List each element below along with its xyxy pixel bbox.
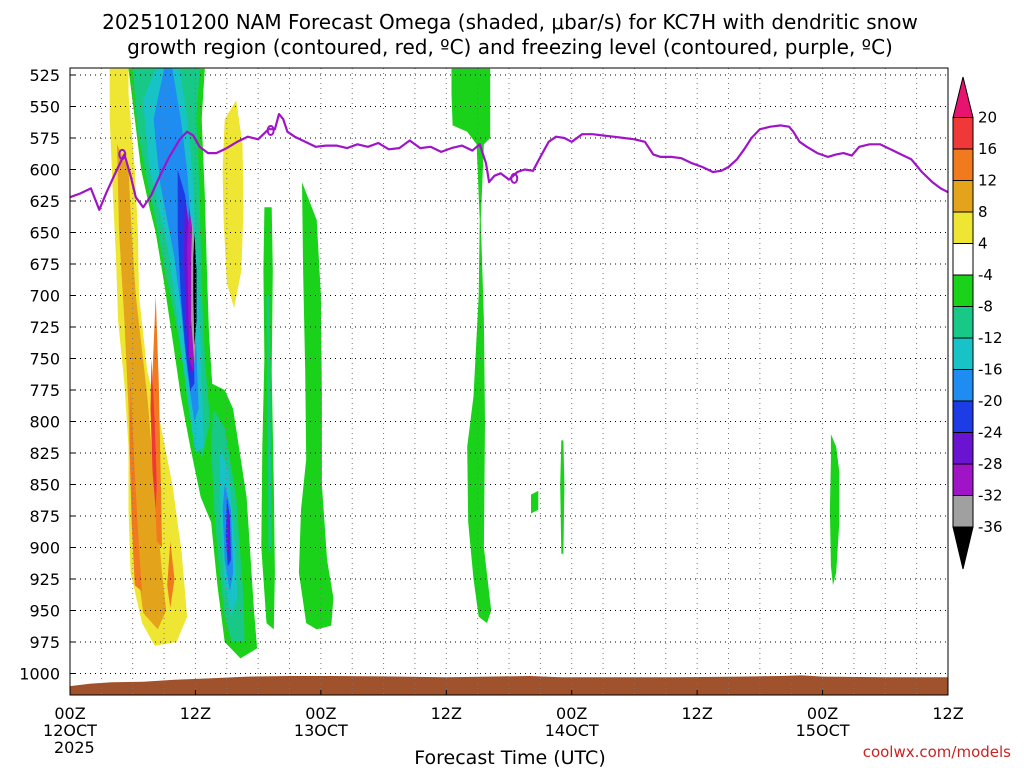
freezing-level-loop-2: [510, 172, 519, 184]
y-tick-label-8: 725: [29, 318, 60, 337]
y-tick-label-0: 525: [29, 66, 60, 85]
x-tick-label-7-0: 12Z: [932, 704, 963, 723]
x-tick-label-4-1: 14OCT: [545, 721, 599, 740]
x-tick-label-4-0: 00Z: [556, 704, 587, 723]
y-tick-label-17: 950: [29, 602, 60, 621]
y-axis-ticks: 525 550 575 600 625 650 675 700 725 750 775 800 825 8…: [19, 66, 75, 684]
colorbar-tick-label-3: 8: [978, 203, 988, 221]
x-axis-label: Forecast Time (UTC): [414, 747, 605, 768]
colorbar-tick-label-2: 12: [978, 172, 997, 190]
y-tick-label-9: 750: [29, 350, 60, 369]
x-tick-label-0-0: 00Z: [54, 704, 85, 723]
colorbar-box-6: [952, 274, 974, 307]
x-tick-label-2-1: 13OCT: [294, 721, 348, 740]
colorbar-tick-label-6: -8: [978, 298, 993, 316]
y-tick-label-15: 900: [29, 539, 60, 558]
colorbar-tick-label-8: -16: [978, 361, 1003, 379]
chart-title: 2025101200 NAM Forecast Omega (shaded, μ…: [102, 10, 918, 34]
colorbar-box-9: [952, 369, 974, 402]
omega-region-6: [150, 358, 157, 510]
x-tick-label-5-0: 12Z: [681, 704, 712, 723]
omega-region-3: [129, 383, 143, 592]
omega-region-1: [222, 100, 244, 309]
credit-text: coolwx.com/models: [863, 743, 1011, 761]
omega-region-24: [227, 509, 230, 554]
omega-region-9: [298, 182, 334, 630]
terrain-area: [70, 675, 948, 695]
y-tick-label-18: 975: [29, 633, 60, 652]
colorbar-top-arrow: [952, 76, 974, 118]
omega-shading: [109, 68, 840, 659]
x-tick-label-2-0: 00Z: [305, 704, 336, 723]
colorbar-box-5: [952, 243, 974, 276]
plot-frame: [69, 67, 949, 696]
y-tick-label-1: 550: [29, 98, 60, 117]
y-tick-label-5: 650: [29, 224, 60, 243]
colorbar-tick-label-11: -28: [978, 455, 1003, 473]
colorbar: 20 16 12 8 4 -4 -8 -12 -16 -20 -24 -28 -32 -36: [952, 76, 1003, 570]
colorbar-tick-label-10: -24: [978, 424, 1003, 442]
y-tick-label-12: 825: [29, 444, 60, 463]
y-tick-label-14: 875: [29, 507, 60, 526]
freezing-level-layer: [70, 112, 948, 211]
omega-region-2: [117, 144, 167, 630]
colorbar-tick-label-9: -20: [978, 392, 1003, 410]
colorbar-box-12: [952, 463, 974, 496]
y-tick-label-3: 600: [29, 161, 60, 180]
colorbar-tick-label-1: 16: [978, 140, 997, 158]
x-tick-label-6-1: 15OCT: [796, 721, 850, 740]
omega-region-27: [193, 232, 197, 346]
colorbar-tick-label-4: 4: [978, 235, 988, 253]
x-tick-label-0-1: 12OCT: [43, 721, 97, 740]
freezing-level-loop-1: [266, 124, 275, 136]
omega-region-10: [451, 68, 492, 624]
colorbar-box-10: [952, 400, 974, 433]
y-tick-label-4: 625: [29, 192, 60, 211]
chart-subtitle: growth region (contoured, red, ºC) and f…: [127, 35, 893, 59]
omega-region-5: [167, 541, 175, 608]
colorbar-box-13: [952, 495, 974, 528]
colorbar-tick-label-7: -12: [978, 329, 1003, 347]
colorbar-box-2: [952, 148, 974, 181]
y-tick-label-13: 850: [29, 476, 60, 495]
y-tick-label-6: 675: [29, 255, 60, 274]
freezing-level-loop-0: [118, 148, 127, 160]
freezing-level-line: [70, 112, 948, 211]
x-tick-label-3-0: 12Z: [431, 704, 462, 723]
omega-region-13: [829, 434, 840, 586]
colorbar-box-7: [952, 306, 974, 339]
colorbar-box-11: [952, 432, 974, 465]
omega-region-12: [560, 440, 565, 554]
y-tick-label-11: 800: [29, 413, 60, 432]
colorbar-tick-label-5: -4: [978, 266, 993, 284]
y-tick-label-19: 1000: [19, 665, 60, 684]
colorbar-box-8: [952, 337, 974, 370]
colorbar-tick-label-13: -36: [978, 518, 1003, 536]
omega-region-16: [266, 295, 272, 554]
x-tick-label-0-2: 2025: [54, 738, 95, 757]
y-tick-label-16: 925: [29, 570, 60, 589]
colorbar-box-3: [952, 180, 974, 213]
y-tick-label-10: 775: [29, 381, 60, 400]
colorbar-box-1: [952, 117, 974, 150]
y-tick-label-2: 575: [29, 129, 60, 148]
x-tick-label-1-0: 12Z: [180, 704, 211, 723]
omega-region-11: [531, 490, 539, 514]
terrain-layer: [70, 675, 948, 695]
colorbar-tick-label-12: -32: [978, 487, 1003, 505]
colorbar-tick-label-0: 20: [978, 109, 997, 127]
y-tick-label-7: 700: [29, 287, 60, 306]
colorbar-bottom-arrow: [952, 526, 974, 570]
colorbar-box-4: [952, 211, 974, 244]
x-tick-label-6-0: 00Z: [807, 704, 838, 723]
